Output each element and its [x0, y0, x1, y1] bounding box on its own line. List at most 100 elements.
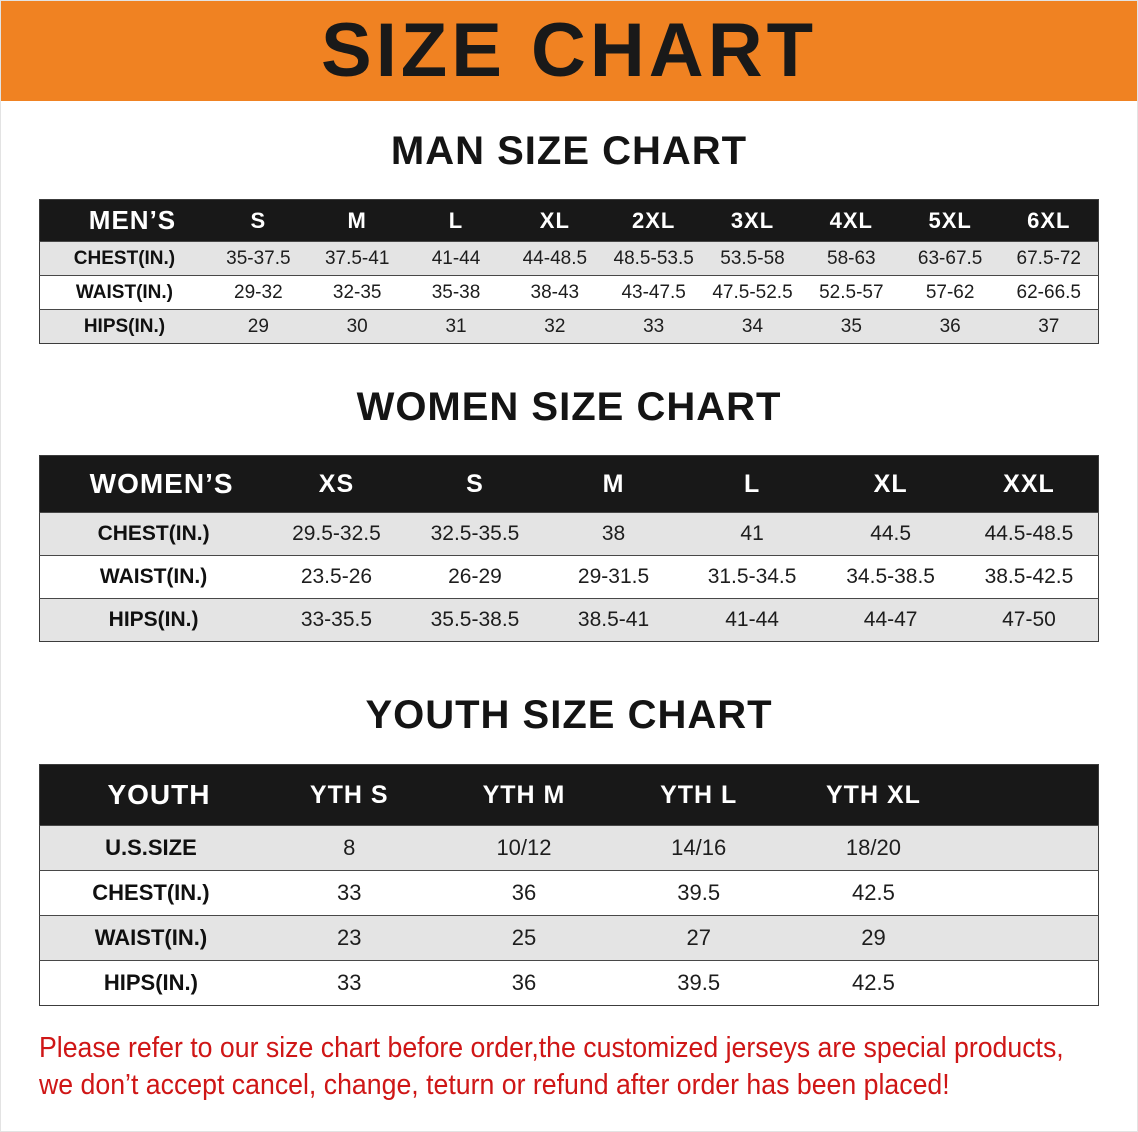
banner: SIZE CHART	[1, 1, 1137, 101]
footnote-line-2: we don’t accept cancel, change, teturn o…	[39, 1069, 950, 1101]
value-cell: 37.5-41	[307, 241, 407, 276]
value-cell: 29-31.5	[544, 555, 683, 599]
value-cell: 44-47	[821, 598, 960, 642]
value-cell: 53.5-58	[703, 241, 802, 276]
row-label-cell: CHEST(IN.)	[39, 512, 268, 556]
value-cell: 36	[436, 960, 612, 1006]
size-header-cell: M	[544, 455, 683, 513]
value-cell: 29	[208, 309, 308, 344]
value-cell: 18/20	[786, 825, 961, 871]
youth-section-heading: YOUTH SIZE CHART	[365, 693, 773, 737]
row-label-cell: HIPS(IN.)	[39, 309, 209, 344]
value-cell: 34	[703, 309, 802, 344]
filler-cell	[960, 764, 1099, 826]
table-row: WAIST(IN.) 23 25 27 29	[39, 915, 1099, 961]
value-cell: 63-67.5	[900, 241, 1000, 276]
row-label-cell: WAIST(IN.)	[39, 275, 209, 310]
row-label-cell: WAIST(IN.)	[39, 555, 268, 599]
value-cell: 38	[544, 512, 683, 556]
row-label-cell: CHEST(IN.)	[39, 241, 209, 276]
value-cell: 62-66.5	[999, 275, 1099, 310]
filler-cell	[960, 915, 1099, 961]
value-cell: 35-37.5	[208, 241, 308, 276]
value-cell: 14/16	[611, 825, 787, 871]
size-header-cell: L	[406, 199, 506, 242]
filler-cell	[960, 870, 1099, 916]
women-section-heading: WOMEN SIZE CHART	[356, 385, 782, 429]
value-cell: 36	[900, 309, 1000, 344]
value-cell: 47.5-52.5	[703, 275, 802, 310]
table-row: WAIST(IN.) 29-32 32-35 35-38 38-43 43-47.5 47.…	[39, 275, 1099, 310]
size-header-cell: XS	[267, 455, 406, 513]
size-header-cell: L	[682, 455, 822, 513]
table-header-row: MEN’S S M L XL 2XL 3XL 4XL 5XL 6XL	[39, 199, 1099, 242]
women-size-table: WOMEN’S XS S M L XL XXL CHEST(IN.) 29.5-32.5 32.5…	[39, 455, 1099, 642]
table-title-cell: WOMEN’S	[39, 455, 268, 513]
size-header-cell: S	[208, 199, 308, 242]
table-row: CHEST(IN.) 29.5-32.5 32.5-35.5 38 41 44.5 44.5…	[39, 512, 1099, 556]
value-cell: 42.5	[786, 960, 961, 1006]
size-header-cell: XL	[821, 455, 960, 513]
table-row: HIPS(IN.) 33 36 39.5 42.5	[39, 960, 1099, 1006]
value-cell: 41-44	[682, 598, 822, 642]
size-header-cell: 2XL	[604, 199, 704, 242]
row-label-cell: U.S.SIZE	[39, 825, 262, 871]
filler-cell	[960, 960, 1099, 1006]
value-cell: 26-29	[405, 555, 545, 599]
value-cell: 29-32	[208, 275, 308, 310]
value-cell: 57-62	[900, 275, 1000, 310]
size-header-cell: YTH M	[436, 764, 612, 826]
men-section-heading: MAN SIZE CHART	[390, 129, 748, 173]
table-row: HIPS(IN.) 33-35.5 35.5-38.5 38.5-41 41-44 44-…	[39, 598, 1099, 642]
value-cell: 31.5-34.5	[682, 555, 822, 599]
table-title-cell: YOUTH	[39, 764, 262, 826]
row-label-cell: HIPS(IN.)	[39, 598, 268, 642]
value-cell: 35	[801, 309, 901, 344]
table-title-cell: MEN’S	[39, 199, 209, 242]
value-cell: 23	[261, 915, 437, 961]
row-label-cell: WAIST(IN.)	[39, 915, 262, 961]
size-header-cell: YTH XL	[786, 764, 961, 826]
value-cell: 10/12	[436, 825, 612, 871]
value-cell: 67.5-72	[999, 241, 1099, 276]
footnote-line-1: Please refer to our size chart before or…	[39, 1032, 1064, 1064]
value-cell: 34.5-38.5	[821, 555, 960, 599]
value-cell: 23.5-26	[267, 555, 406, 599]
value-cell: 41	[682, 512, 822, 556]
value-cell: 31	[406, 309, 506, 344]
value-cell: 44.5	[821, 512, 960, 556]
value-cell: 35-38	[406, 275, 506, 310]
value-cell: 27	[611, 915, 787, 961]
youth-size-table: YOUTH YTH S YTH M YTH L YTH XL U.S.SIZE 8 10/12…	[39, 764, 1099, 1006]
value-cell: 29.5-32.5	[267, 512, 406, 556]
size-header-cell: 4XL	[801, 199, 901, 242]
value-cell: 48.5-53.5	[604, 241, 704, 276]
size-header-cell: 5XL	[900, 199, 1000, 242]
size-header-cell: S	[405, 455, 545, 513]
value-cell: 33-35.5	[267, 598, 406, 642]
table-row: WAIST(IN.) 23.5-26 26-29 29-31.5 31.5-34.5 34…	[39, 555, 1099, 599]
table-row: CHEST(IN.) 33 36 39.5 42.5	[39, 870, 1099, 916]
value-cell: 52.5-57	[801, 275, 901, 310]
size-header-cell: XL	[505, 199, 605, 242]
value-cell: 43-47.5	[604, 275, 704, 310]
size-header-cell: 3XL	[703, 199, 802, 242]
table-row: U.S.SIZE 8 10/12 14/16 18/20	[39, 825, 1099, 871]
page-title: SIZE CHART	[321, 8, 817, 93]
value-cell: 44-48.5	[505, 241, 605, 276]
content: MAN SIZE CHART MEN’S S M L XL 2XL 3XL 4XL 5XL 6XL…	[1, 128, 1137, 1104]
value-cell: 38-43	[505, 275, 605, 310]
value-cell: 38.5-41	[544, 598, 683, 642]
value-cell: 33	[604, 309, 704, 344]
value-cell: 44.5-48.5	[959, 512, 1099, 556]
size-header-cell: XXL	[959, 455, 1099, 513]
table-row: HIPS(IN.) 29 30 31 32 33 34 35 36 37	[39, 309, 1099, 344]
size-header-cell: YTH L	[611, 764, 787, 826]
value-cell: 32.5-35.5	[405, 512, 545, 556]
size-header-cell: 6XL	[999, 199, 1099, 242]
value-cell: 29	[786, 915, 961, 961]
footnote: Please refer to our size chart before or…	[39, 1030, 1064, 1104]
value-cell: 25	[436, 915, 612, 961]
value-cell: 42.5	[786, 870, 961, 916]
